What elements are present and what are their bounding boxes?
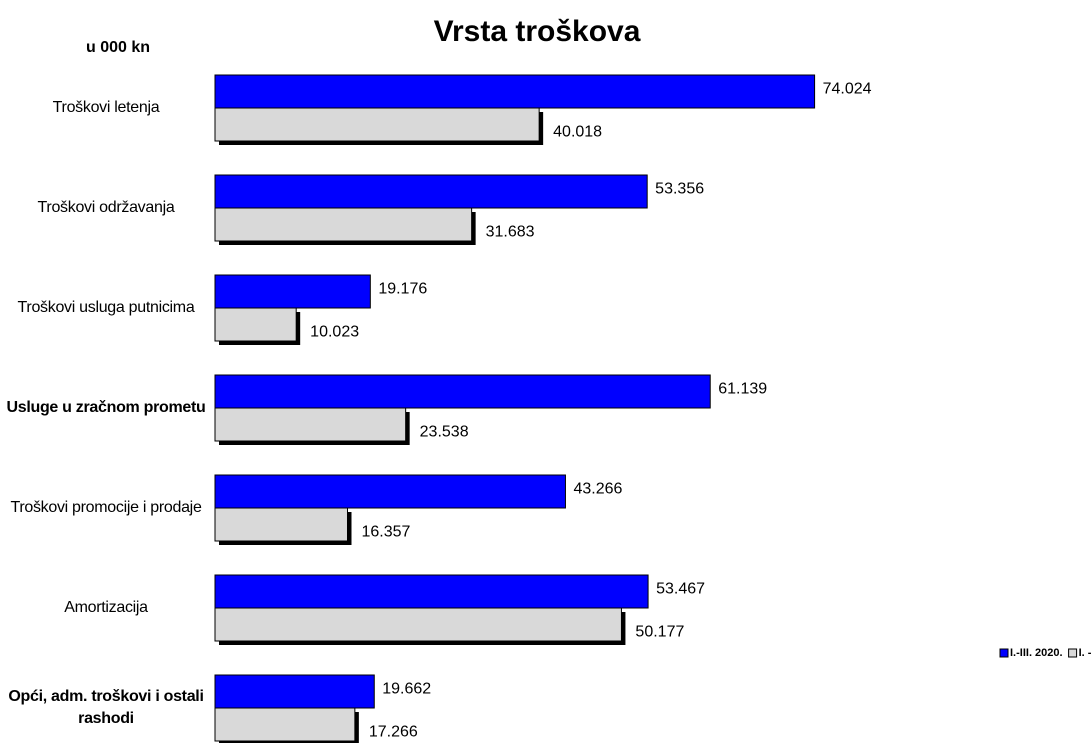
value-label: 23.538	[420, 424, 469, 441]
bar	[214, 574, 649, 609]
legend-swatch	[999, 648, 1009, 658]
bar	[214, 674, 375, 709]
value-label: 40.018	[553, 124, 602, 141]
bar	[214, 607, 622, 642]
legend-swatch	[1068, 648, 1078, 658]
value-label: 61.139	[718, 381, 767, 398]
value-label: 74.024	[823, 81, 872, 98]
bar	[214, 507, 348, 542]
category-label: Opći, adm. troškovi i ostali rashodi	[8, 688, 204, 727]
bar	[214, 74, 816, 109]
bar	[214, 274, 371, 309]
bar	[214, 307, 297, 342]
unit-label: u 000 kn	[86, 39, 150, 56]
bar	[214, 107, 540, 142]
value-label: 53.467	[656, 581, 705, 598]
value-label: 53.356	[655, 181, 704, 198]
bar	[214, 707, 356, 742]
value-label: 31.683	[486, 224, 535, 241]
bar	[214, 374, 711, 409]
value-label: 43.266	[573, 481, 622, 498]
bar	[214, 474, 566, 509]
value-label: 10.023	[310, 324, 359, 341]
value-label: 19.662	[382, 681, 431, 698]
category-label: Troškovi usluga putnicima	[17, 299, 195, 316]
bar	[214, 207, 473, 242]
category-label: Amortizacija	[64, 599, 148, 616]
value-label: 16.357	[361, 524, 410, 541]
value-label: 50.177	[635, 624, 684, 641]
value-label: 17.266	[369, 724, 418, 741]
category-label: Troškovi letenja	[52, 99, 160, 116]
chart-title: Vrsta troškova	[434, 15, 641, 48]
category-label: Troškovi promocije i prodaje	[10, 499, 202, 516]
category-label: Troškovi održavanja	[37, 199, 175, 216]
value-label: 19.176	[378, 281, 427, 298]
legend-label: I. - III. 2021.	[1079, 647, 1091, 659]
category-label: Usluge u zračnom prometu	[6, 399, 206, 416]
bar	[214, 174, 648, 209]
legend-label: I.-III. 2020.	[1010, 647, 1063, 659]
bar	[214, 407, 407, 442]
